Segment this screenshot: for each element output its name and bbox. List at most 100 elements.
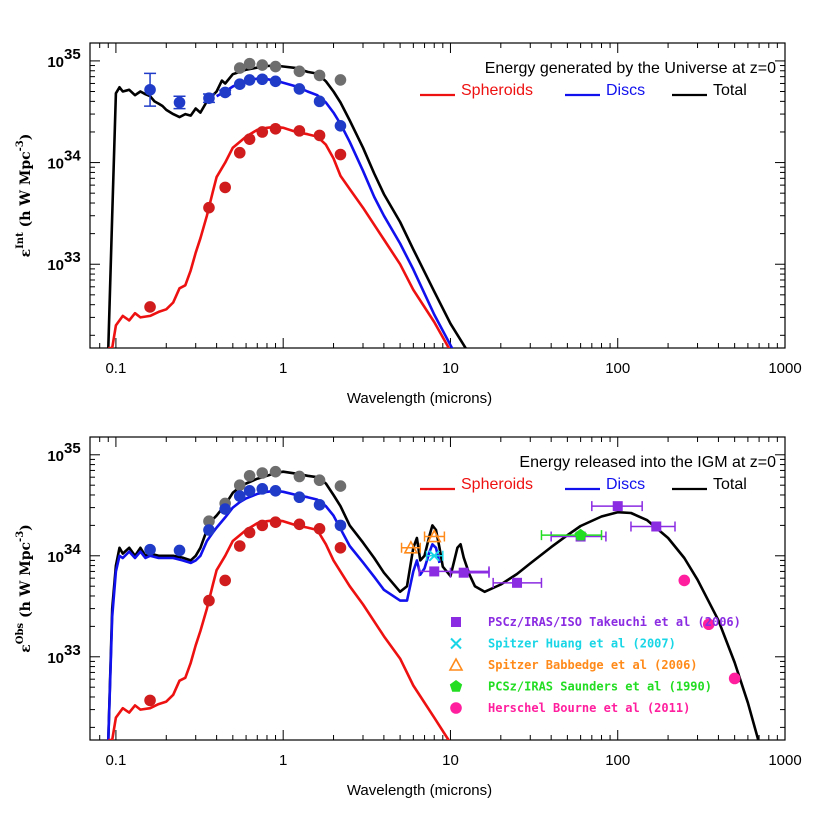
data-points [144, 57, 347, 313]
y-axis-label-part: -3 [15, 140, 26, 151]
survey-label: PCSz/IRAS Saunders et al (1990) [488, 680, 712, 694]
data-point-discs-data [203, 524, 215, 536]
data-point-discs-data [233, 78, 246, 90]
data-point-spheroids-data [334, 148, 347, 161]
data-point-takeuchi [458, 567, 469, 578]
y-tick-label: 10 34 [47, 541, 81, 566]
x-tick-label: 1 [279, 360, 287, 377]
y-axis-label-part: (h W Mpc [18, 542, 34, 623]
data-point-takeuchi [612, 501, 623, 512]
data-point-discs-data [173, 96, 186, 109]
survey-marker-3 [449, 680, 463, 692]
data-point-total-data [313, 69, 326, 82]
data-point-bourne [678, 574, 691, 587]
data-point-discs-data [243, 74, 256, 86]
legend-label-spheroids: Spheroids [461, 82, 533, 99]
data-point-discs-data [334, 519, 347, 532]
y-tick-label: 10 33 [47, 249, 80, 274]
data-point-total-data [269, 465, 282, 478]
x-tick-label: 0.1 [105, 360, 126, 377]
legend-label-discs: Discs [606, 476, 645, 493]
legend-label-spheroids: Spheroids [461, 476, 533, 493]
y-axis-label-part: ε [18, 644, 34, 653]
data-point-spheroids-data [144, 301, 156, 313]
data-point-discs-data [293, 83, 306, 95]
data-point-total-data [233, 62, 246, 74]
data-point-spheroids-data [256, 519, 269, 532]
data-point-spheroids-data [219, 574, 231, 587]
series-line-spheroids [108, 125, 451, 348]
curves [107, 64, 468, 348]
x-tick-label: 100 [605, 752, 630, 769]
y-tick-label: 10 33 [47, 642, 80, 667]
data-points [144, 465, 741, 707]
y-tick-label: 10 35 [47, 440, 80, 465]
data-point-discs-data [256, 483, 269, 495]
data-point-discs-data [313, 498, 326, 511]
data-point-total-data [313, 474, 326, 487]
error-bar-babbedge [400, 542, 422, 553]
error-bar-saunders [540, 530, 603, 541]
data-point-spheroids-data [219, 181, 231, 194]
data-point-total-data [334, 480, 347, 492]
legend-label-total: Total [713, 476, 747, 493]
data-point-takeuchi [651, 521, 662, 532]
data-point-total-data [269, 60, 282, 73]
y-tick-base: 10 [47, 650, 64, 667]
survey-legend: PSCz/IRAS/ISO Takeuchi et al (2006) Spitz… [448, 615, 741, 715]
data-point-bourne [702, 618, 715, 631]
error-bar-babbedge [423, 531, 446, 542]
survey-label: PSCz/IRAS/ISO Takeuchi et al (2006) [488, 615, 741, 629]
data-point-total-data [233, 479, 246, 491]
data-point-discs-data [334, 119, 347, 132]
series-line-spheroids [108, 518, 451, 740]
x-tick-label: 0.1 [105, 752, 126, 769]
data-point-saunders [574, 528, 587, 541]
legend-label-discs: Discs [606, 82, 645, 99]
data-point-huang [428, 550, 440, 562]
data-point-discs-data [173, 544, 186, 557]
y-axis-label-part: Obs [15, 623, 26, 645]
series-line-discs [107, 489, 441, 740]
data-point-takeuchi [512, 577, 523, 588]
data-point-spheroids-data [313, 129, 326, 142]
survey-marker-2 [448, 657, 464, 671]
data-point-total-data [334, 74, 347, 86]
data-point-babbedge [426, 528, 442, 543]
data-point-takeuchi [429, 566, 440, 577]
data-point-discs-data [293, 491, 306, 504]
data-point-spheroids-data [243, 133, 256, 145]
data-point-discs-data [269, 75, 282, 88]
y-tick-exponent: 33 [64, 249, 81, 266]
survey-label: Spitzer Huang et al (2007) [488, 637, 676, 651]
data-point-discs-data [144, 83, 156, 96]
data-point-spheroids-data [233, 146, 246, 159]
y-axis-label-part: (h W Mpc [18, 151, 34, 232]
y-axis-label: εObs (h W Mpc-3) [15, 524, 34, 653]
data-point-discs-data [269, 484, 282, 497]
data-point-total-data [243, 469, 256, 482]
data-point-total-data [203, 515, 215, 528]
x-axis-label: Wavelength (microns) [347, 782, 492, 799]
data-point-spheroids-data [269, 122, 282, 135]
y-tick-label: 10 35 [47, 46, 80, 71]
data-point-discs-data [144, 543, 156, 556]
data-point-total-data [243, 57, 256, 70]
plot-frame [89, 42, 786, 349]
x-tick-label: 1000 [768, 360, 801, 377]
data-point-discs-data [203, 92, 215, 104]
data-point-discs-data [233, 490, 246, 502]
data-point-spheroids-data [269, 516, 282, 529]
x-tick-label: 1000 [768, 752, 801, 769]
x-tick-label: 10 [442, 752, 459, 769]
data-point-spheroids-data [203, 201, 215, 214]
survey-marker-0 [451, 617, 461, 627]
data-point-spheroids-data [144, 694, 156, 707]
legend-label-total: Total [713, 82, 747, 99]
data-point-total-data [293, 470, 306, 483]
y-axis-label: εInt (h W Mpc-3) [15, 134, 34, 258]
y-tick-base: 10 [47, 549, 64, 566]
data-point-discs-data [219, 86, 231, 99]
